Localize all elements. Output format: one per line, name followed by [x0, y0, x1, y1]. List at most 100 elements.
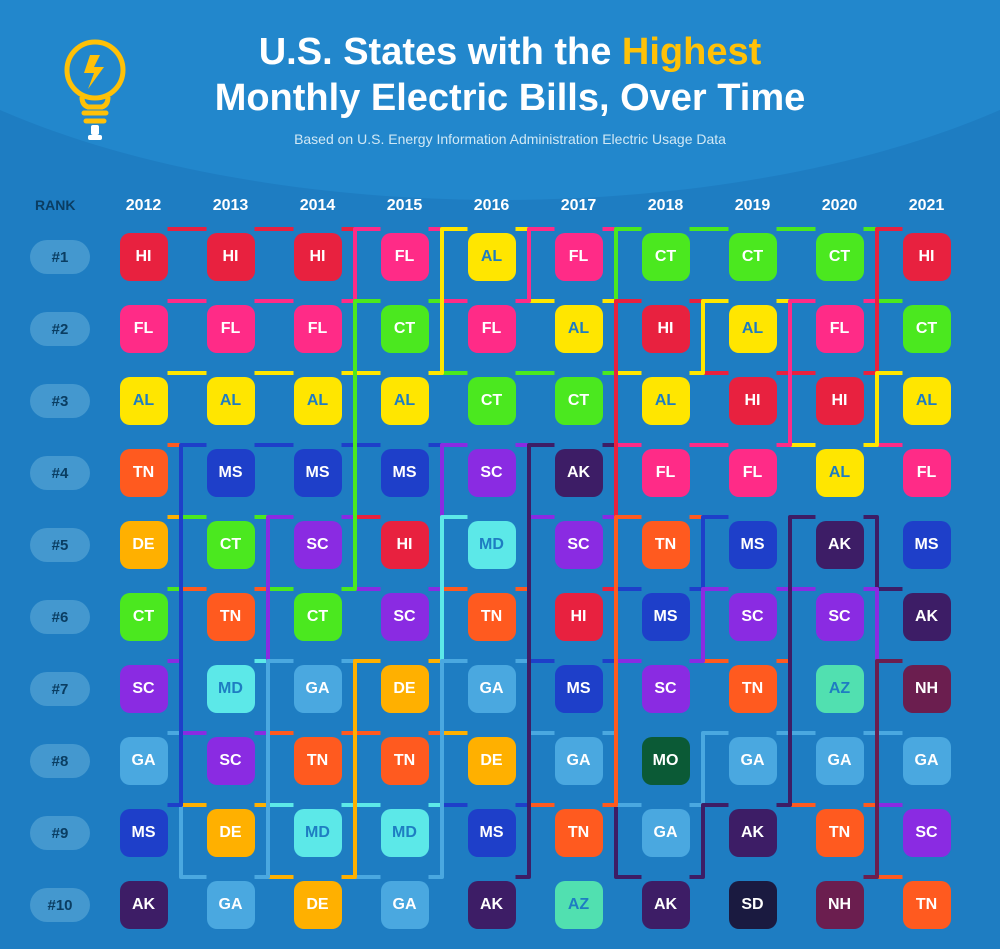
cell: FL: [709, 449, 796, 497]
cell: FL: [274, 305, 361, 353]
state-tile: DE: [120, 521, 168, 569]
data-row: #4TNMSMSMSSCAKFLFLALFL: [30, 449, 970, 497]
cell: HI: [883, 233, 970, 281]
cell: HI: [535, 593, 622, 641]
state-tile: CT: [381, 305, 429, 353]
cell: SC: [709, 593, 796, 641]
rank-badge: #9: [30, 816, 90, 850]
cell: SC: [622, 665, 709, 713]
state-tile: FL: [381, 233, 429, 281]
cell: HI: [361, 521, 448, 569]
cell: SC: [883, 809, 970, 857]
cell: TN: [796, 809, 883, 857]
cell: TN: [448, 593, 535, 641]
cell: AL: [709, 305, 796, 353]
state-tile: TN: [816, 809, 864, 857]
cell: CT: [448, 377, 535, 425]
state-tile: CT: [468, 377, 516, 425]
state-tile: CT: [555, 377, 603, 425]
state-tile: AK: [816, 521, 864, 569]
cell: DE: [100, 521, 187, 569]
state-tile: HI: [903, 233, 951, 281]
data-row: #9MSDEMDMDMSTNGAAKTNSC: [30, 809, 970, 857]
state-tile: FL: [729, 449, 777, 497]
cell: MS: [709, 521, 796, 569]
state-tile: AL: [729, 305, 777, 353]
state-tile: MS: [294, 449, 342, 497]
cell: TN: [187, 593, 274, 641]
state-tile: FL: [555, 233, 603, 281]
data-row: #3ALALALALCTCTALHIHIAL: [30, 377, 970, 425]
title-prefix: U.S. States with the: [259, 31, 622, 73]
cell: AL: [274, 377, 361, 425]
cell: AL: [448, 233, 535, 281]
state-tile: AK: [903, 593, 951, 641]
cell: FL: [535, 233, 622, 281]
cell: FL: [100, 305, 187, 353]
cell: TN: [535, 809, 622, 857]
cell: GA: [448, 665, 535, 713]
state-tile: MS: [729, 521, 777, 569]
cell: TN: [361, 737, 448, 785]
state-tile: GA: [729, 737, 777, 785]
cell: FL: [448, 305, 535, 353]
state-tile: CT: [207, 521, 255, 569]
state-tile: MD: [207, 665, 255, 713]
cell: AL: [361, 377, 448, 425]
state-tile: GA: [120, 737, 168, 785]
cell: FL: [187, 305, 274, 353]
cell: AL: [535, 305, 622, 353]
cell: DE: [448, 737, 535, 785]
state-tile: TN: [120, 449, 168, 497]
cell: DE: [361, 665, 448, 713]
state-tile: AL: [120, 377, 168, 425]
state-tile: MS: [555, 665, 603, 713]
title-line2: Monthly Electric Bills, Over Time: [215, 77, 806, 119]
state-tile: HI: [294, 233, 342, 281]
cell: SC: [100, 665, 187, 713]
cell: MS: [100, 809, 187, 857]
cell: CT: [274, 593, 361, 641]
state-tile: TN: [381, 737, 429, 785]
state-tile: NH: [903, 665, 951, 713]
state-tile: GA: [555, 737, 603, 785]
cell: GA: [709, 737, 796, 785]
state-tile: CT: [120, 593, 168, 641]
state-tile: CT: [294, 593, 342, 641]
cell: SC: [361, 593, 448, 641]
cell: SC: [187, 737, 274, 785]
cell: TN: [100, 449, 187, 497]
state-tile: GA: [468, 665, 516, 713]
cell: GA: [622, 809, 709, 857]
cell: FL: [361, 233, 448, 281]
cell: CT: [187, 521, 274, 569]
cell: AL: [187, 377, 274, 425]
state-tile: SC: [729, 593, 777, 641]
header-row: RANK 20122013201420152016201720182019202…: [30, 197, 970, 215]
state-tile: MS: [903, 521, 951, 569]
state-tile: AK: [120, 881, 168, 929]
cell: MO: [622, 737, 709, 785]
cell: MS: [361, 449, 448, 497]
rank-badge: #10: [30, 888, 90, 922]
cell: MS: [883, 521, 970, 569]
state-tile: AK: [555, 449, 603, 497]
state-tile: MD: [468, 521, 516, 569]
state-tile: MS: [120, 809, 168, 857]
state-tile: NH: [816, 881, 864, 929]
state-tile: SC: [903, 809, 951, 857]
state-tile: GA: [294, 665, 342, 713]
cell: CT: [361, 305, 448, 353]
cell: GA: [535, 737, 622, 785]
year-header: 2017: [535, 197, 622, 215]
state-tile: AK: [642, 881, 690, 929]
state-tile: GA: [816, 737, 864, 785]
lightbulb-icon: [60, 35, 130, 145]
state-tile: HI: [381, 521, 429, 569]
data-row: #7SCMDGADEGAMSSCTNAZNH: [30, 665, 970, 713]
state-tile: TN: [294, 737, 342, 785]
year-header: 2015: [361, 197, 448, 215]
state-tile: MO: [642, 737, 690, 785]
state-tile: HI: [207, 233, 255, 281]
cell: HI: [796, 377, 883, 425]
